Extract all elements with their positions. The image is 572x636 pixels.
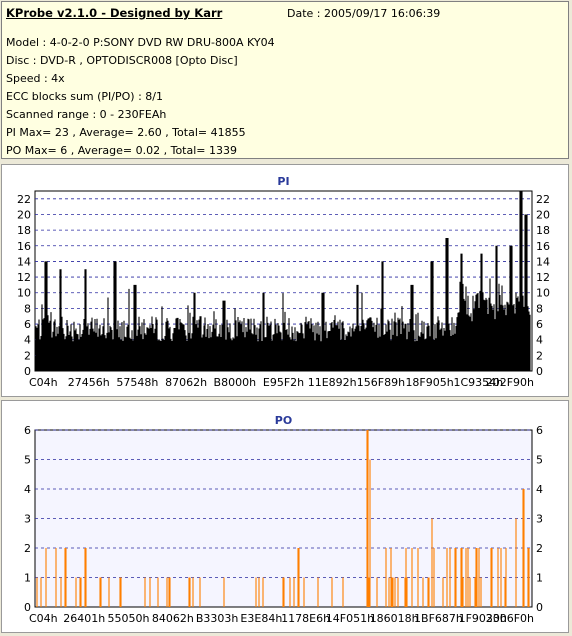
y-tick-label: 18 [17,224,31,237]
y-tick-label: 20 [17,208,31,221]
x-tick-label: 1BF687h [414,612,463,625]
y-tick-label: 4 [24,483,31,496]
po-bars [36,430,530,607]
x-tick-label: 18F905h [405,376,453,389]
x-tick-label: 1F9030h [459,612,507,625]
y-tick-label-right: 16 [536,240,550,253]
y-tick-label: 4 [24,334,31,347]
x-tick-label: 55050h [108,612,150,625]
po-summary-line: PO Max= 6 , Average= 0.02 , Total= 1339 [6,144,237,157]
y-tick-label-right: 4 [536,334,543,347]
x-tick-label: 84062h [152,612,194,625]
x-tick-label: 11E892h [308,376,357,389]
y-tick-label-right: 14 [536,255,550,268]
x-tick-label: E3E84h [240,612,282,625]
y-tick-label: 6 [24,424,31,437]
y-tick-label-right: 22 [536,193,550,206]
y-tick-label: 6 [24,318,31,331]
x-tick-label: 2306F0h [486,612,534,625]
y-tick-label: 2 [24,349,31,362]
x-tick-label: B3303h [196,612,239,625]
po-chart-panel: 0 0 1 1 2 2 3 3 4 4 5 5 6 6 PO C04h 26401h 55050h 84062h B3… [1,400,569,633]
y-tick-label: 14 [17,255,31,268]
y-tick-label-right: 20 [536,208,550,221]
range-line: Scanned range : 0 - 230FEAh [6,108,167,121]
app-title: KProbe v2.1.0 - Designed by Karr [6,6,223,20]
x-tick-label: 1178E6h [281,612,330,625]
x-tick-label: C04h [29,612,58,625]
info-panel: KProbe v2.1.0 - Designed by Karr Date : … [1,1,569,159]
y-tick-label-right: 5 [536,454,543,467]
y-tick-label-right: 0 [536,365,543,378]
ecc-line: ECC blocks sum (PI/PO) : 8/1 [6,90,163,103]
y-tick-label: 2 [24,542,31,555]
x-tick-label: 186018h [370,612,419,625]
bars [36,430,530,607]
x-tick-label: 87062h [165,376,207,389]
x-tick-label: 202F90h [486,376,534,389]
x-tick-label: 27456h [68,376,110,389]
x-tick-label: C04h [29,376,58,389]
y-tick-label: 16 [17,240,31,253]
y-tick-label-right: 0 [536,601,543,614]
y-tick-label: 0 [24,365,31,378]
x-tick-label: E95F2h [263,376,304,389]
y-tick-label-right: 1 [536,572,543,585]
y-tick-label-right: 10 [536,287,550,300]
y-tick-label-right: 2 [536,349,543,362]
pi-chart-panel: 0 0 2 2 4 4 6 6 8 8 10 10 12 12 14 14 16 16 18 18 20 20 22 22 PI… [1,164,569,397]
y-tick-label-right: 18 [536,224,550,237]
po-chart: 0 0 1 1 2 2 3 3 4 4 5 5 6 6 PO C04h 26401h 55050h 84062h B3… [24,414,543,625]
y-tick-label: 10 [17,287,31,300]
y-tick-label: 22 [17,193,31,206]
y-tick-label: 12 [17,271,31,284]
x-tick-label: 26401h [63,612,105,625]
chart-title: PO [275,414,292,427]
speed-line: Speed : 4x [6,72,65,85]
y-tick-label: 3 [24,513,31,526]
x-tick-label: 14F051h [326,612,374,625]
disc-line: Disc : DVD-R , OPTODISCR008 [Opto Disc] [6,54,238,67]
y-tick-label-right: 2 [536,542,543,555]
y-tick-label: 5 [24,454,31,467]
pi-summary-line: PI Max= 23 , Average= 2.60 , Total= 4185… [6,126,246,139]
x-tick-label: B8000h [214,376,257,389]
x-tick-label: 57548h [116,376,158,389]
x-tick-label: 1C9354h [453,376,503,389]
chart-title: PI [277,175,289,188]
model-line: Model : 4-0-2-0 P:SONY DVD RW DRU-800A K… [6,36,275,49]
y-tick-label-right: 6 [536,424,543,437]
y-tick-label-right: 12 [536,271,550,284]
bars [35,191,531,371]
y-tick-label-right: 6 [536,318,543,331]
x-tick-label: 156F89h [357,376,405,389]
y-tick-label: 1 [24,572,31,585]
pi-bars [35,191,531,371]
y-tick-label: 0 [24,601,31,614]
y-tick-label: 8 [24,302,31,315]
y-tick-label-right: 3 [536,513,543,526]
y-tick-label-right: 4 [536,483,543,496]
y-tick-label-right: 8 [536,302,543,315]
scan-date: Date : 2005/09/17 16:06:39 [287,7,441,20]
